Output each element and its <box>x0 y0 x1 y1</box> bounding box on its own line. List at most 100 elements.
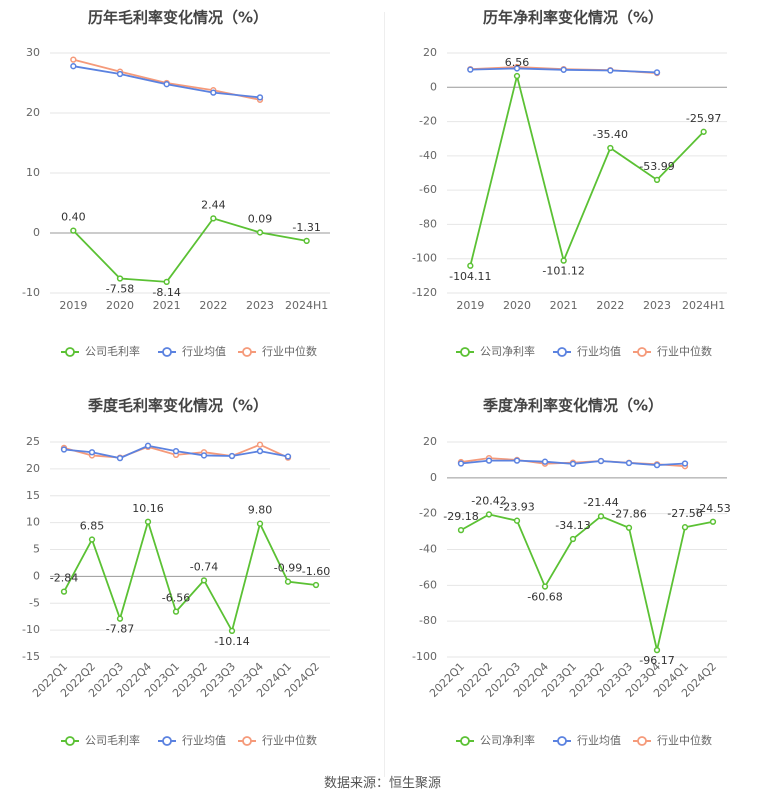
data-label: -34.13 <box>555 519 590 532</box>
data-label: -10.14 <box>214 635 249 648</box>
data-point-industry_avg <box>485 457 493 464</box>
data-label: 6.56 <box>505 56 530 69</box>
legend-label: 行业均值 <box>182 345 226 358</box>
data-point-company <box>256 520 264 527</box>
legend-marker-company <box>460 736 470 746</box>
data-point-industry_avg <box>681 460 689 467</box>
panel-divider <box>384 12 385 777</box>
data-label: -0.99 <box>274 562 302 575</box>
data-point-company <box>256 229 264 236</box>
data-point-company <box>210 215 217 222</box>
data-point-company <box>700 128 707 135</box>
data-label: 6.85 <box>80 520 105 533</box>
y-tick-label: 15 <box>26 489 40 502</box>
data-point-company <box>569 535 577 543</box>
data-label: -23.93 <box>499 501 534 514</box>
data-point-company <box>541 583 549 590</box>
data-label: -96.17 <box>639 654 674 667</box>
data-point-industry_avg <box>256 447 264 455</box>
x-tick-label: 2020 <box>503 299 531 312</box>
data-point-industry_avg <box>625 459 633 467</box>
legend-marker-industry_avg <box>557 736 567 746</box>
data-point-company <box>116 615 124 622</box>
legend-marker-industry_avg <box>162 736 172 746</box>
y-tick-label: 10 <box>26 166 40 179</box>
data-label: -1.60 <box>302 565 330 578</box>
y-tick-label: -20 <box>419 115 437 128</box>
data-point-company <box>200 577 208 584</box>
x-tick-label: 2023 <box>643 299 671 312</box>
data-point-industry_avg <box>60 446 68 453</box>
legend-label: 行业中位数 <box>657 733 712 747</box>
series-line-company <box>460 513 714 651</box>
data-label: -60.68 <box>527 591 562 604</box>
legend-label: 公司净利率 <box>480 344 535 358</box>
y-tick-label: 5 <box>33 543 40 556</box>
data-label: -35.40 <box>593 128 628 141</box>
y-tick-label: -5 <box>29 596 40 609</box>
y-tick-label: 0 <box>33 569 40 582</box>
y-tick-label: 20 <box>26 106 40 119</box>
data-point-industry_avg <box>163 81 170 88</box>
data-label: -104.11 <box>449 270 491 283</box>
data-label: -0.74 <box>190 560 218 573</box>
data-point-company <box>70 227 77 234</box>
data-point-industry_avg <box>70 63 77 70</box>
y-tick-label: -15 <box>22 650 40 663</box>
x-tick-label: 2019 <box>59 299 87 312</box>
legend-marker-company <box>460 347 470 357</box>
data-point-industry_avg <box>88 449 96 456</box>
data-point-company <box>597 513 605 520</box>
chart-title: 季度毛利率变化情况（%） <box>88 397 268 415</box>
legend-marker-company <box>65 736 75 746</box>
legend-marker-industry_median <box>637 347 647 357</box>
data-point-company <box>709 518 717 525</box>
series-line-company <box>72 217 307 283</box>
data-label: -21.44 <box>583 496 618 509</box>
y-tick-label: -10 <box>22 286 40 299</box>
y-tick-label: 0 <box>33 226 40 239</box>
chart-title: 历年毛利率变化情况（%） <box>88 9 268 27</box>
data-label: -25.97 <box>686 112 721 125</box>
x-tick-label: 2021 <box>153 299 181 312</box>
data-point-company <box>681 524 689 531</box>
legend-label: 行业均值 <box>577 734 621 747</box>
data-point-company <box>513 517 521 524</box>
data-label: -27.86 <box>611 508 646 521</box>
data-point-industry_avg <box>457 460 465 467</box>
y-tick-label: -40 <box>419 149 437 162</box>
x-tick-label: 2021 <box>550 299 578 312</box>
data-label: 10.16 <box>132 502 164 515</box>
x-tick-label: 2023 <box>246 299 274 312</box>
data-point-company <box>163 278 170 285</box>
data-point-industry_avg <box>116 454 124 462</box>
chart-title: 季度净利率变化情况（%） <box>483 397 663 415</box>
legend-label: 公司净利率 <box>480 733 535 747</box>
y-tick-label: 0 <box>430 471 437 484</box>
data-point-industry_avg <box>467 66 474 73</box>
data-point-industry_avg <box>560 66 567 73</box>
data-point-industry_avg <box>228 452 236 460</box>
chart-title: 历年净利率变化情况（%） <box>483 9 663 27</box>
data-point-company <box>60 588 68 595</box>
x-tick-label: 2022 <box>596 299 624 312</box>
data-label: -53.99 <box>639 160 674 173</box>
data-point-company <box>625 524 633 531</box>
y-tick-label: 0 <box>430 80 437 93</box>
y-tick-label: 25 <box>26 435 40 448</box>
data-label: -6.56 <box>162 592 190 605</box>
x-tick-label: 2024H1 <box>285 299 328 312</box>
y-tick-label: -120 <box>412 286 437 299</box>
data-point-company <box>144 518 152 525</box>
y-tick-label: 20 <box>423 46 437 59</box>
y-tick-label: -60 <box>419 578 437 591</box>
data-point-company <box>653 646 661 654</box>
data-point-company <box>457 526 465 534</box>
data-label: -2.84 <box>50 572 78 585</box>
data-label: -101.12 <box>542 265 584 278</box>
legend-label: 行业中位数 <box>657 344 712 358</box>
y-tick-label: -100 <box>412 650 437 663</box>
data-point-industry_avg <box>256 94 264 101</box>
y-tick-label: -40 <box>419 543 437 556</box>
data-label: -27.56 <box>667 507 702 520</box>
